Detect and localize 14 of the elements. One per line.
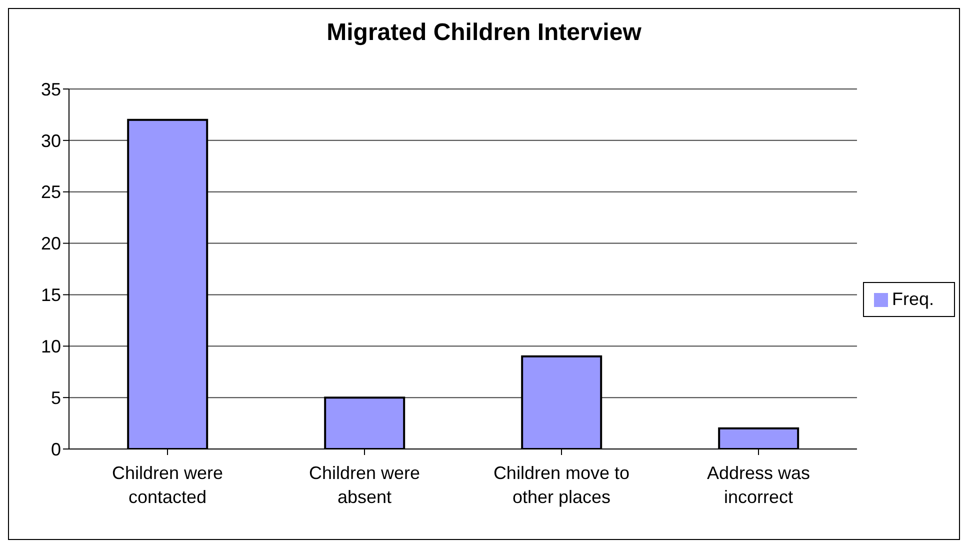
legend-label: Freq. — [892, 288, 934, 308]
y-tick-label: 25 — [40, 182, 61, 202]
x-tick-label: Children were contacted — [112, 463, 224, 507]
y-tick-label: 5 — [50, 388, 61, 408]
chart-title: Migrated Children Interview — [326, 18, 642, 48]
y-tick-label: 15 — [40, 285, 61, 306]
y-tick-label: 0 — [50, 439, 61, 460]
x-tick-label: Children move to other places — [493, 463, 630, 507]
y-tick-label: 35 — [40, 79, 61, 100]
y-tick-label: 20 — [40, 234, 61, 254]
y-tick-label: 10 — [40, 336, 61, 357]
x-tick-label: Children were absent — [308, 463, 420, 507]
y-tick-label: 30 — [40, 130, 61, 151]
x-tick-label: Address was incorrect — [706, 463, 810, 507]
